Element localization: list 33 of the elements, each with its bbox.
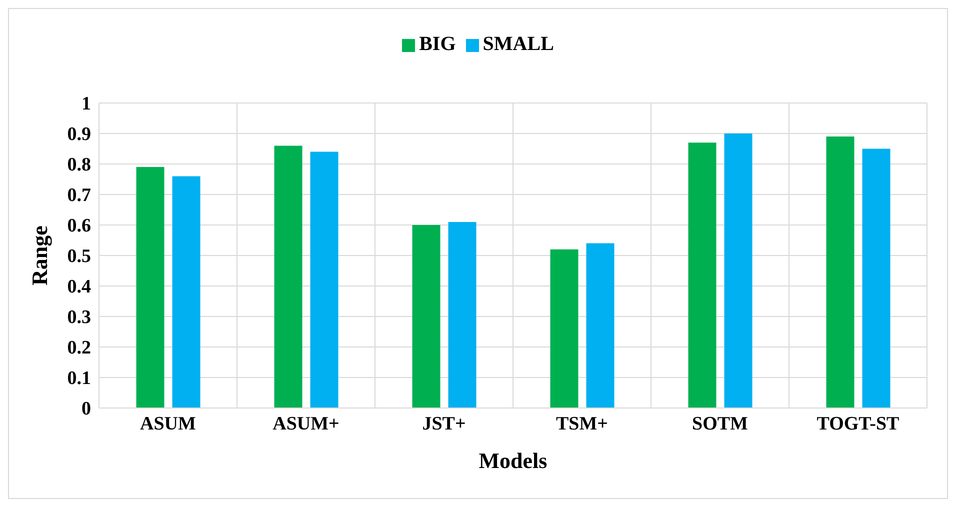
x-tick-label: ASUM+ [272, 413, 340, 434]
bar [310, 152, 338, 408]
x-tick-label: SOTM [692, 413, 748, 434]
bar [172, 176, 200, 408]
y-tick-label: 0.1 [67, 368, 91, 390]
y-tick-label: 0.6 [67, 216, 91, 237]
y-tick-label: 0.8 [67, 154, 91, 176]
bar [586, 243, 614, 408]
x-axis-title: Models [478, 448, 548, 473]
bar [826, 136, 854, 408]
x-tick-label: ASUM [140, 413, 196, 434]
y-tick-label: 0.7 [67, 185, 92, 206]
y-tick-label: 0.2 [67, 338, 91, 359]
y-tick-label: 0.4 [67, 276, 92, 298]
y-axis-title: Range [26, 225, 52, 286]
x-tick-label: JST+ [422, 413, 466, 434]
x-tick-label: TOGT-ST [816, 413, 900, 434]
y-tick-label: 0.3 [67, 307, 91, 328]
y-tick-label: 0.9 [67, 124, 91, 146]
bar [274, 146, 302, 408]
bar [136, 167, 164, 408]
y-tick-label: 1 [82, 94, 91, 115]
x-tick-label: TSM+ [556, 413, 608, 434]
y-tick-label: 0 [82, 398, 91, 420]
bar [862, 148, 890, 408]
bar [688, 142, 716, 408]
y-tick-label: 0.5 [67, 246, 91, 268]
bar [550, 249, 578, 408]
bar [448, 222, 476, 408]
bar [412, 225, 440, 408]
bar [724, 134, 752, 408]
legend-label: BIG [419, 33, 456, 55]
legend-label: SMALL [482, 33, 554, 55]
